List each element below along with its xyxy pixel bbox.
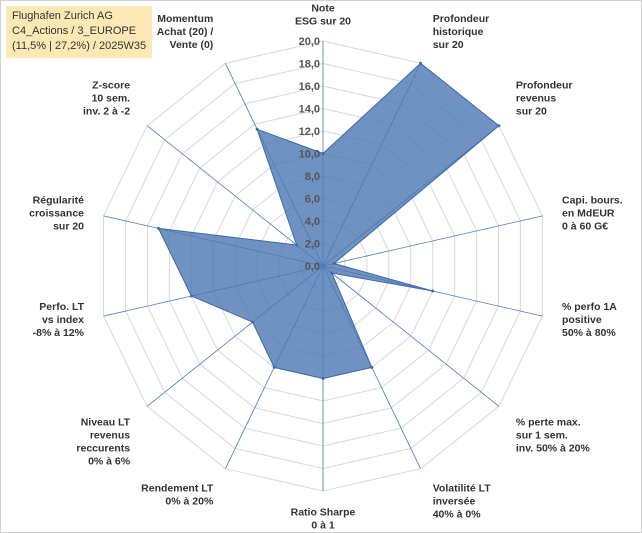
axis-label: Niveau LT revenus reccurents 0% à 6%: [76, 416, 130, 467]
axis-spoke: [322, 265, 500, 407]
data-point: [370, 365, 374, 369]
axis-spoke: [322, 215, 543, 267]
tick-label: 8,0: [305, 171, 320, 183]
tick-label: 0,0: [305, 261, 320, 273]
tick-label: 14,0: [299, 104, 320, 116]
tick-label: 18,0: [299, 59, 320, 71]
tick-label: 10,0: [299, 149, 320, 161]
data-point: [321, 152, 325, 155]
axis-label: Profondeur revenus sur 20: [516, 79, 573, 117]
data-point: [189, 294, 193, 298]
security-name: Flughafen Zurich AG: [12, 10, 113, 22]
data-point: [321, 377, 325, 380]
data-point: [251, 320, 255, 324]
tick-label: 20,0: [299, 36, 320, 48]
axis-label: Note ESG sur 20: [295, 2, 351, 27]
axis-label: Rendement LT 0% à 20%: [141, 483, 214, 508]
data-point: [330, 271, 334, 275]
data-point: [332, 262, 336, 265]
tick-label: 2,0: [305, 239, 320, 251]
security-stats: (11,5% | 27,2%) / 2025W35: [12, 40, 147, 52]
tick-label: 6,0: [305, 194, 320, 206]
tick-label: 16,0: [299, 81, 320, 93]
axis-label: % perte max. sur 1 sem. inv. 50% à 20%: [516, 416, 591, 454]
axis-label: Ratio Sharpe 0 à 1: [291, 506, 356, 531]
tick-label: 12,0: [299, 126, 320, 138]
axis-label: Profondeur historique sur 20: [433, 13, 490, 51]
data-point: [157, 226, 160, 230]
tick-label: 4,0: [305, 216, 320, 228]
axis-label: Z-score 10 sem. inv. 2 à -2: [83, 79, 130, 117]
data-point: [255, 127, 259, 131]
security-info-box: Flughafen Zurich AG C4_Actions / 3_EUROP…: [6, 6, 153, 58]
axis-label: % perfo 1A positive 50% à 80%: [562, 301, 617, 339]
axis-label: Momentum Achat (20) / Vente (0): [157, 13, 214, 51]
axis-label: Régularité croissance sur 20: [29, 195, 84, 233]
axis-spoke: [146, 125, 324, 267]
data-point: [272, 365, 276, 369]
security-category: C4_Actions / 3_EUROPE: [12, 25, 137, 37]
data-point: [295, 243, 299, 247]
axis-label: Capi. bours. en MdEUR 0 à 60 G€: [562, 195, 623, 233]
data-point: [431, 289, 435, 293]
axis-label: Perfo. LT vs index -8% à 12%: [33, 301, 85, 339]
data-point: [419, 61, 423, 65]
data-point: [497, 124, 501, 128]
axis-label: Volatilité LT inversée 40% à 0%: [433, 483, 492, 521]
